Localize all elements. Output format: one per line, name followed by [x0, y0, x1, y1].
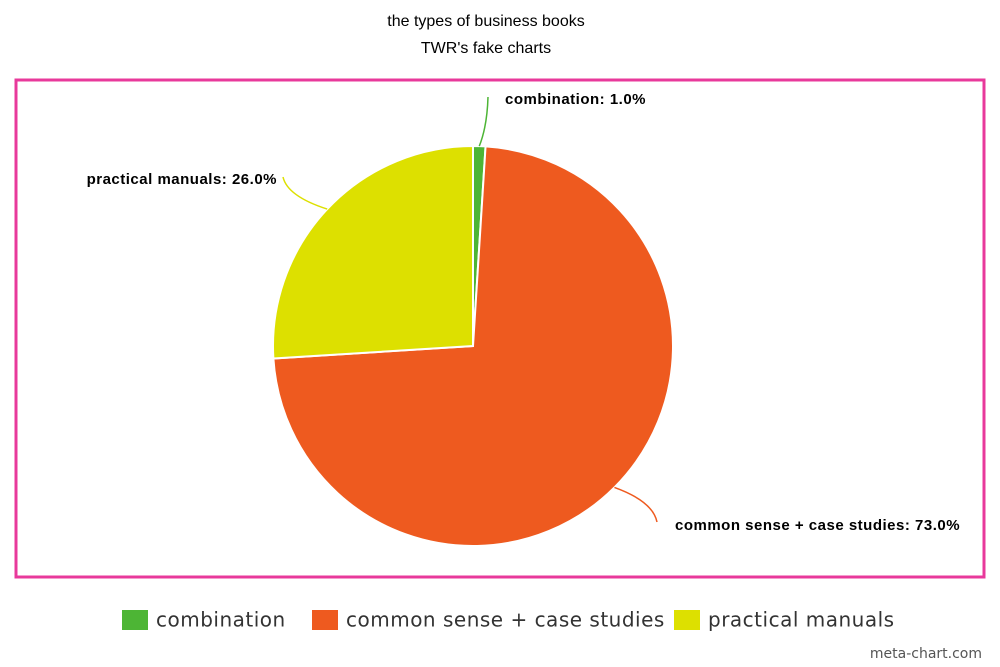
chart-subtitle: TWR's fake charts	[421, 40, 551, 57]
data-label: practical manuals: 26.0%	[87, 171, 277, 188]
legend-swatch	[674, 610, 700, 630]
legend-label: common sense + case studies	[346, 608, 665, 632]
chart-title: the types of business books	[387, 13, 584, 30]
leader-line	[282, 176, 328, 210]
pie-slice	[272, 144, 474, 360]
legend-swatch	[312, 610, 338, 630]
credit: meta-chart.com	[870, 646, 982, 662]
leader-line	[478, 96, 489, 147]
legend-label: practical manuals	[708, 608, 895, 632]
legend-swatch	[122, 610, 148, 630]
leader-line	[614, 486, 658, 523]
data-label: common sense + case studies: 73.0%	[675, 517, 960, 534]
legend-label: combination	[156, 608, 286, 632]
data-label: combination: 1.0%	[505, 91, 646, 108]
plot-border	[14, 78, 986, 579]
